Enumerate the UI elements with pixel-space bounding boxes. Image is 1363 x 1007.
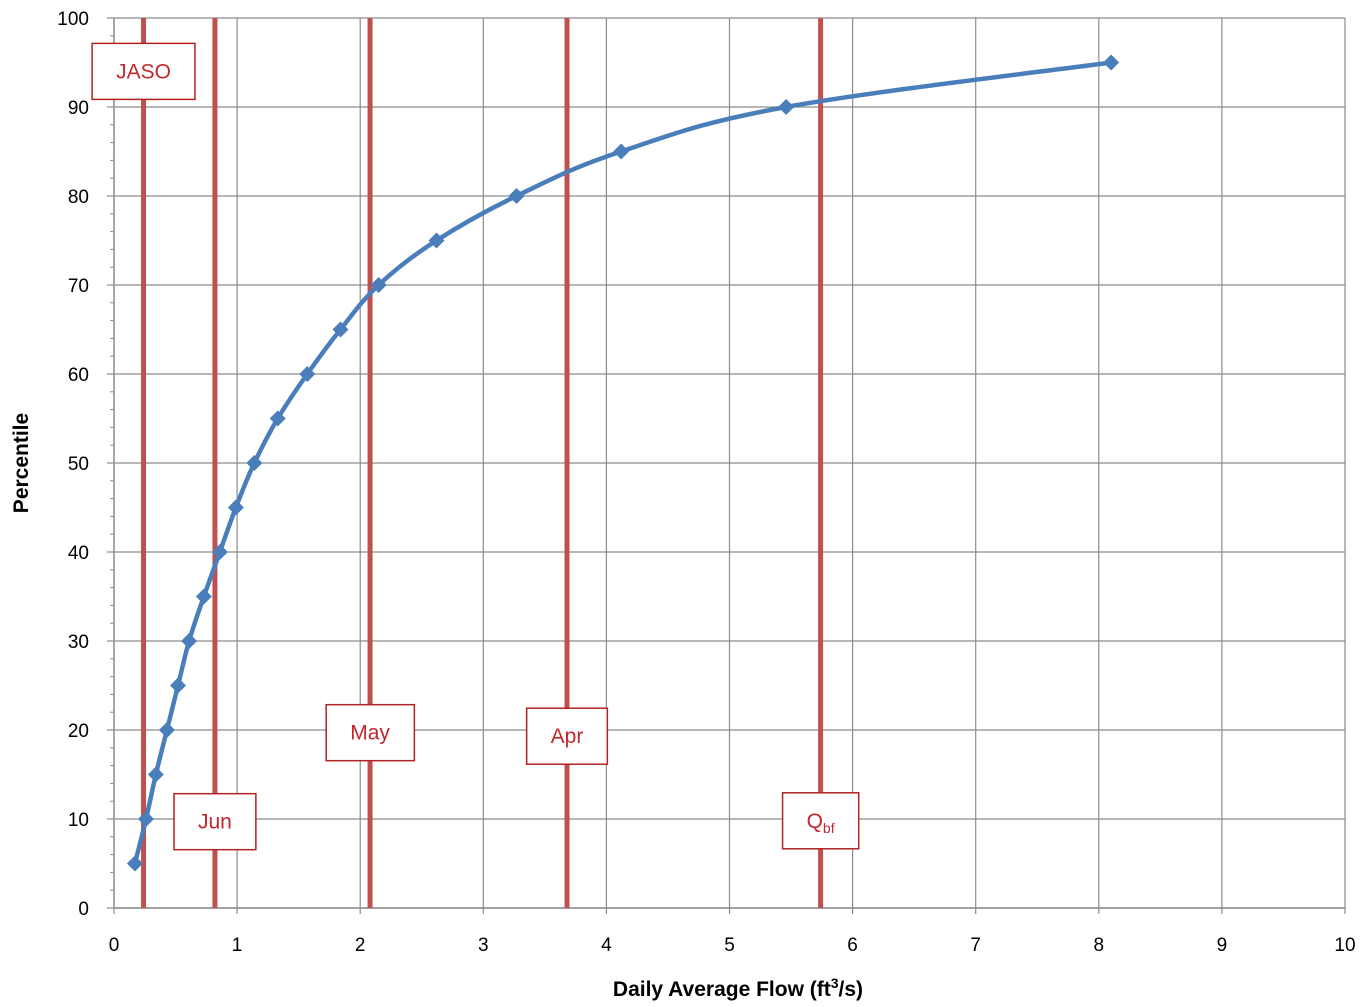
grid [107,17,1346,914]
y-tick-label-90: 90 [68,98,89,119]
x-tick-label-0: 0 [109,935,120,956]
data-point-55 [269,410,286,427]
y-tick-label-80: 80 [68,187,89,208]
x-axis-title-sup: 3 [831,975,839,991]
data-point-60 [299,366,316,382]
y-axis-title: Percentile [10,413,33,513]
data-point-40 [211,544,228,560]
x-tick-label-8: 8 [1094,935,1105,956]
x-axis-title: Daily Average Flow (ft3/s) [613,975,863,1001]
reference-label-text: JASO [116,60,171,83]
data-point-50 [246,455,263,471]
y-tick-label-0: 0 [78,899,89,920]
x-tick-label-2: 2 [355,935,366,956]
x-tick-label-9: 9 [1217,935,1228,956]
reference-label-jun: Jun [173,792,257,851]
reference-label-main: May [350,722,390,745]
y-tick-label-10: 10 [68,810,89,831]
data-point-5 [126,855,143,872]
y-tick-label-50: 50 [68,454,89,475]
reference-label-may: May [325,703,416,762]
reference-labels: JASO Jun May Apr Qbf [91,42,860,851]
data-point-20 [158,722,175,738]
x-tick-label-5: 5 [724,935,735,956]
x-tick-label-7: 7 [970,935,981,956]
reference-label-box [325,703,416,762]
data-point-25 [170,677,187,694]
reference-label-text: Apr [551,725,584,748]
y-tick-label-30: 30 [68,632,89,653]
y-tick-label-100: 100 [57,9,89,30]
reference-label-box [525,707,609,765]
x-tick-label-1: 1 [232,935,243,956]
x-tick-label-4: 4 [601,935,612,956]
x-axis-title-tail: /s) [839,978,864,1001]
data-point-35 [195,588,212,605]
reference-label-text: Jun [198,811,232,834]
y-tick-label-60: 60 [68,365,89,386]
data-point-85 [613,143,630,160]
reference-label-main: JASO [116,60,171,83]
reference-label-text: Qbf [807,810,835,836]
data-point-65 [332,321,349,338]
data-series [126,54,1120,872]
x-axis-title-main: Daily Average Flow (ft [613,978,831,1001]
x-tick-label-3: 3 [478,935,489,956]
data-point-80 [508,188,525,204]
reference-label-jaso: JASO [91,42,196,101]
y-tick-label-20: 20 [68,721,89,742]
data-point-15 [147,766,164,783]
data-point-10 [138,811,155,827]
x-tick-label-10: 10 [1334,935,1355,956]
x-tick-label-6: 6 [847,935,858,956]
y-tick-label-40: 40 [68,543,89,564]
reference-label-sub: bf [823,820,835,836]
data-point-45 [227,499,244,516]
data-point-95 [1103,54,1120,71]
reference-label-text: May [350,722,390,745]
data-point-90 [778,99,795,115]
reference-label-box [91,42,196,101]
reference-label-qbf: Qbf [781,792,860,850]
reference-label-main: Q [807,810,823,833]
y-tick-label-70: 70 [68,276,89,297]
data-point-30 [181,633,198,649]
reference-label-main: Jun [198,811,232,834]
reference-label-box [173,792,257,851]
reference-label-box [781,792,860,850]
data-point-70 [370,277,387,293]
reference-label-apr: Apr [525,707,609,765]
reference-label-main: Apr [551,725,584,748]
data-point-75 [428,232,445,249]
